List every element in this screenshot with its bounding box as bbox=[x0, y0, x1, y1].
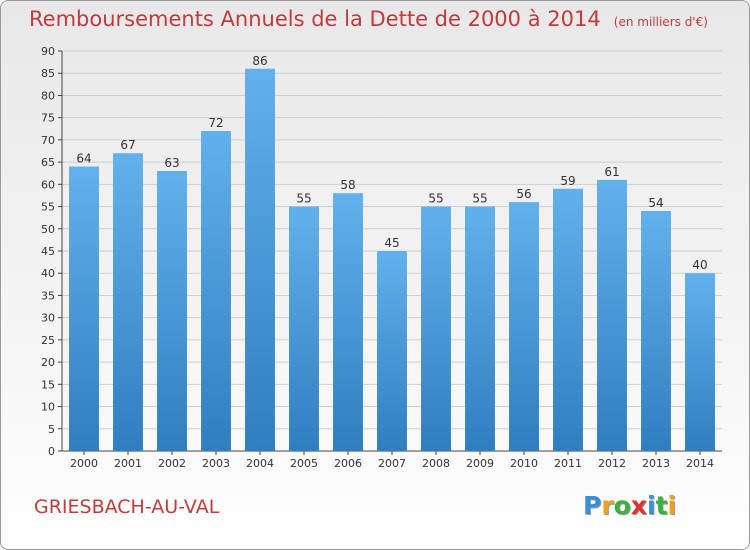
chart-title: Remboursements Annuels de la Dette de 20… bbox=[29, 7, 601, 31]
bar-2011[interactable] bbox=[553, 188, 583, 451]
x-tick-label-2011: 2011 bbox=[554, 457, 582, 470]
value-label-2006: 58 bbox=[340, 178, 355, 192]
y-tick-label: 5 bbox=[48, 423, 55, 436]
value-label-2010: 56 bbox=[516, 187, 531, 201]
x-tick-label-2010: 2010 bbox=[510, 457, 538, 470]
logo-letter: t bbox=[655, 491, 668, 520]
bar-2008[interactable] bbox=[421, 206, 451, 451]
bars bbox=[69, 68, 715, 452]
value-label-2002: 63 bbox=[164, 156, 179, 170]
value-label-2008: 55 bbox=[428, 192, 443, 206]
y-tick-label: 10 bbox=[41, 401, 55, 414]
value-label-2001: 67 bbox=[120, 138, 135, 152]
value-label-2011: 59 bbox=[560, 174, 575, 188]
value-label-2004: 86 bbox=[252, 54, 267, 68]
y-tick-label: 55 bbox=[41, 201, 55, 214]
value-label-2013: 54 bbox=[648, 196, 663, 210]
x-tick-label-2008: 2008 bbox=[422, 457, 450, 470]
value-label-2000: 64 bbox=[76, 152, 91, 166]
value-label-2007: 45 bbox=[384, 236, 399, 250]
value-label-2012: 61 bbox=[604, 165, 619, 179]
logo-letter: o bbox=[613, 491, 631, 520]
x-tick-label-2003: 2003 bbox=[202, 457, 230, 470]
bar-2004[interactable] bbox=[245, 68, 275, 452]
logo-letter: i bbox=[647, 491, 656, 520]
bar-2006[interactable] bbox=[333, 193, 363, 451]
x-tick-label-2012: 2012 bbox=[598, 457, 626, 470]
x-tick-label-2002: 2002 bbox=[158, 457, 186, 470]
bar-2001[interactable] bbox=[113, 153, 143, 451]
y-tick-label: 15 bbox=[41, 378, 55, 391]
bar-2002[interactable] bbox=[157, 171, 187, 451]
logo-letter: r bbox=[601, 491, 614, 520]
value-label-2009: 55 bbox=[472, 192, 487, 206]
y-tick-label: 0 bbox=[48, 445, 55, 458]
y-tick-label: 45 bbox=[41, 245, 55, 258]
bar-2007[interactable] bbox=[377, 251, 407, 451]
bar-2009[interactable] bbox=[465, 206, 495, 451]
x-tick-label-2009: 2009 bbox=[466, 457, 494, 470]
chart-subtitle: (en milliers d'€) bbox=[613, 15, 708, 29]
x-tick-label-2001: 2001 bbox=[114, 457, 142, 470]
labels: 0 5 10 15 20 25 30 35 40 45 50 55 60 65 70 75 80 85 90 64 20… bbox=[41, 45, 714, 470]
y-tick-label: 30 bbox=[41, 312, 55, 325]
y-tick-label: 40 bbox=[41, 267, 55, 280]
y-tick-label: 20 bbox=[41, 356, 55, 369]
bar-2010[interactable] bbox=[509, 202, 539, 451]
x-tick-label-2005: 2005 bbox=[290, 457, 318, 470]
x-tick-label-2000: 2000 bbox=[70, 457, 98, 470]
x-tick-label-2006: 2006 bbox=[334, 457, 362, 470]
chart-header: Remboursements Annuels de la Dette de 20… bbox=[29, 7, 708, 31]
x-tick-label-2004: 2004 bbox=[246, 457, 274, 470]
value-label-2005: 55 bbox=[296, 192, 311, 206]
logo-letter: i bbox=[667, 491, 677, 520]
bar-2014[interactable] bbox=[685, 273, 715, 451]
x-tick-label-2014: 2014 bbox=[686, 457, 714, 470]
x-tick-label-2007: 2007 bbox=[378, 457, 406, 470]
y-tick-label: 60 bbox=[41, 178, 55, 191]
y-tick-label: 80 bbox=[41, 89, 55, 102]
bar-2005[interactable] bbox=[289, 206, 319, 451]
proxiti-logo[interactable]: Proxiti bbox=[583, 491, 676, 520]
y-tick-label: 35 bbox=[41, 289, 55, 302]
y-tick-label: 25 bbox=[41, 334, 55, 347]
y-tick-label: 70 bbox=[41, 134, 55, 147]
y-tick-label: 75 bbox=[41, 112, 55, 125]
bar-2003[interactable] bbox=[201, 131, 231, 451]
y-tick-label: 85 bbox=[41, 67, 55, 80]
value-label-2014: 40 bbox=[692, 258, 707, 272]
bar-2000[interactable] bbox=[69, 166, 99, 452]
y-tick-label: 90 bbox=[41, 45, 55, 58]
y-tick-label: 65 bbox=[41, 156, 55, 169]
x-tick-label-2013: 2013 bbox=[642, 457, 670, 470]
y-tick-label: 50 bbox=[41, 223, 55, 236]
value-label-2003: 72 bbox=[208, 116, 223, 130]
bar-2013[interactable] bbox=[641, 211, 671, 451]
logo-letter: x bbox=[630, 491, 647, 520]
commune-name: GRIESBACH-AU-VAL bbox=[34, 496, 220, 518]
logo-letter: P bbox=[583, 491, 602, 520]
bar-2012[interactable] bbox=[597, 179, 627, 451]
